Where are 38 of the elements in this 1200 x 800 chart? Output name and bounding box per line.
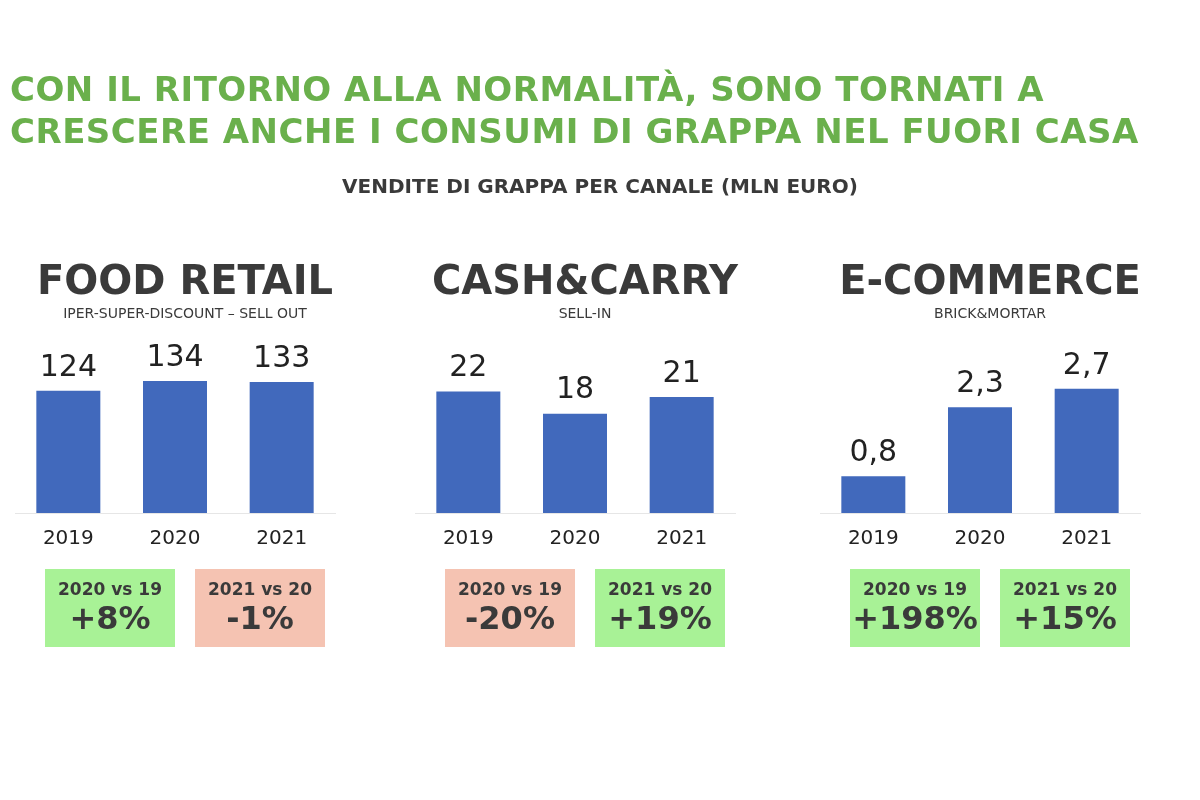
text: +8% (68, 599, 152, 637)
x-tick-label: 2019 (847, 525, 899, 550)
data-label: 0,8 (849, 433, 898, 468)
x-tick-label: 2019 (442, 525, 494, 550)
x-tick-label: 2021 (1061, 525, 1113, 550)
data-label: 2,3 (956, 364, 1004, 399)
text: -1% (225, 599, 295, 637)
x-tick-label: 2021 (256, 525, 308, 550)
text: +15% (1012, 599, 1118, 637)
text: 2021 vs 20 (207, 579, 313, 599)
data-label: 133 (253, 338, 311, 374)
chart-subtitle: IPER-SUPER-DISCOUNT – SELL OUT (62, 305, 308, 323)
text: 2020 vs 19 (57, 579, 163, 599)
data-label: 134 (146, 337, 204, 373)
chart-title: FOOD RETAIL (35, 256, 335, 305)
text: 2021 vs 20 (1012, 579, 1118, 599)
text: 2020 vs 19 (862, 579, 968, 599)
chart-subtitle: SELL-IN (557, 305, 613, 323)
text: VENDITE DI GRAPPA PER CANALE (MLN EURO) (341, 174, 859, 198)
text: +198% (851, 599, 979, 637)
x-tick-label: 2020 (549, 525, 601, 550)
data-label: 22 (449, 348, 488, 384)
chart-subtitle: BRICK&MORTAR (933, 305, 1047, 323)
text: -20% (464, 599, 556, 637)
data-label: 18 (555, 370, 595, 406)
data-label: 124 (39, 347, 97, 383)
x-tick-label: 2020 (149, 525, 201, 550)
text: 2021 vs 20 (607, 579, 713, 599)
x-tick-label: 2021 (656, 525, 708, 550)
data-label: 2,7 (1062, 345, 1111, 381)
x-tick-label: 2020 (954, 525, 1006, 550)
chart-title: CASH&CARRY (430, 256, 740, 305)
x-tick-label: 2019 (42, 525, 94, 550)
text: +19% (607, 599, 713, 637)
text: CON IL RITORNO ALLA NORMALITÀ, SONO TORNATI A CRESCERE ANCHE I CONSUMI DI GRAPPA NEL FUORI CASA (10, 68, 1140, 152)
text: 2020 vs 19 (457, 579, 563, 599)
chart-title: E-COMMERCE (838, 256, 1142, 305)
data-label: 21 (662, 353, 701, 389)
